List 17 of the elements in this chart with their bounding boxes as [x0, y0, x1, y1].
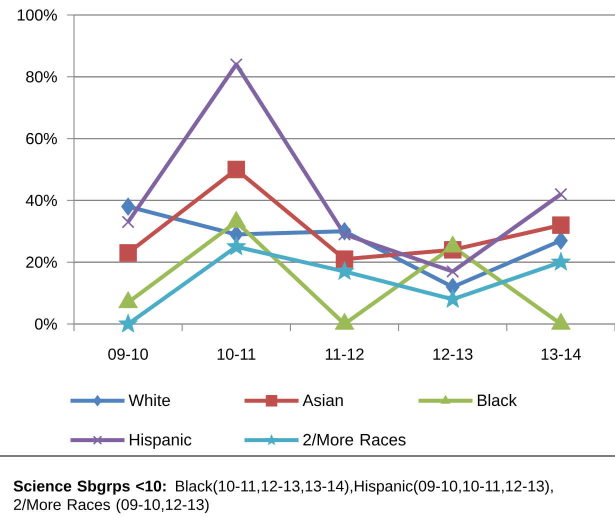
y-tick-label: 0% — [34, 318, 57, 330]
legend-label: 2/More Races — [303, 433, 406, 446]
x-tick-label: 10-11 — [218, 348, 256, 360]
y-tick-label: 60% — [26, 132, 57, 144]
x-tick-label: 11-12 — [326, 348, 364, 360]
legend-label: White — [128, 394, 170, 406]
x-tick-label: 13-14 — [542, 348, 581, 360]
legend-label: Asian — [302, 394, 343, 406]
y-tick-label: 20% — [26, 256, 57, 268]
text: Science Sbgrps <10: Black(10-11,12-13,13-14),Hispanic(09-10,10-11,12-13), 2/More Races (09-10,12-13) — [14, 480, 553, 514]
y-tick-label: 40% — [26, 194, 57, 206]
legend-label: Black — [478, 394, 517, 406]
x-tick-label: 09-10 — [108, 348, 148, 360]
legend-label: Hispanic — [130, 433, 192, 449]
x-tick-label: 12-13 — [433, 348, 472, 360]
y-tick-label: 100% — [18, 9, 57, 21]
y-tick-label: 80% — [26, 71, 57, 82]
